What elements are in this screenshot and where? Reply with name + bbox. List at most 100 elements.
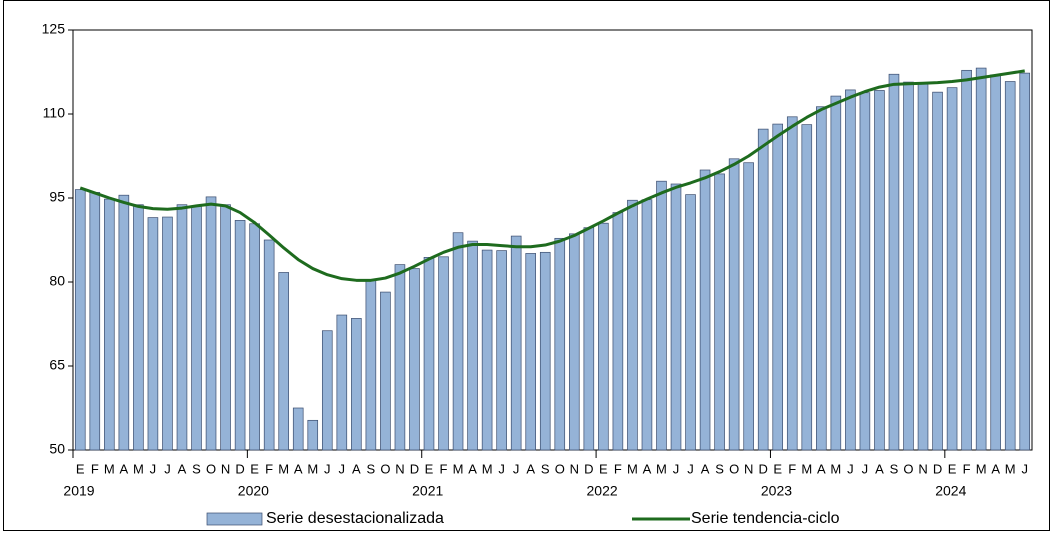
y-tick-label: 125 xyxy=(42,21,66,37)
plot-frame xyxy=(72,29,1033,451)
bar xyxy=(147,217,159,451)
bar xyxy=(612,212,624,451)
bar xyxy=(510,235,522,451)
bar xyxy=(496,250,507,451)
x-tick-label: N xyxy=(395,461,404,476)
x-tick-label: M xyxy=(453,461,464,476)
bar xyxy=(263,239,275,451)
x-tick-label: M xyxy=(976,461,987,476)
x-tick-label: S xyxy=(715,461,724,476)
x-tick-label: J xyxy=(498,461,505,476)
x-tick-label: M xyxy=(482,461,493,476)
x-tick-label: D xyxy=(584,461,593,476)
bar xyxy=(917,82,929,451)
x-tick-label: M xyxy=(830,461,841,476)
bar xyxy=(641,199,653,451)
bar xyxy=(452,232,464,451)
bar xyxy=(1004,81,1016,451)
x-tick-label: F xyxy=(440,461,448,476)
bar xyxy=(801,124,813,451)
bar xyxy=(162,216,173,451)
year-label: 2020 xyxy=(238,483,269,499)
bar xyxy=(757,128,769,451)
bar xyxy=(743,162,754,451)
bar xyxy=(292,407,304,451)
x-tick-label: E xyxy=(773,461,782,476)
year-label: 2019 xyxy=(63,483,94,499)
bar xyxy=(423,257,435,451)
bar xyxy=(220,204,231,451)
bar xyxy=(104,198,115,451)
bar xyxy=(656,180,667,451)
x-tick-label: M xyxy=(627,461,638,476)
bar xyxy=(234,220,246,451)
bar xyxy=(714,173,725,451)
bar xyxy=(351,318,362,451)
bar xyxy=(728,158,740,451)
x-tick-label: N xyxy=(744,461,753,476)
x-tick-label: F xyxy=(91,461,99,476)
x-tick-label: A xyxy=(526,461,535,476)
x-tick-label: S xyxy=(367,461,376,476)
x-tick-label: A xyxy=(643,461,652,476)
x-tick-label: F xyxy=(614,461,622,476)
bar xyxy=(1019,72,1031,451)
year-label: 2021 xyxy=(412,483,443,499)
bar xyxy=(685,194,696,451)
x-tick-label: E xyxy=(250,461,259,476)
x-tick-label: D xyxy=(410,461,419,476)
x-tick-label: J xyxy=(862,461,869,476)
y-tick-label: 65 xyxy=(49,357,65,373)
legend-label: Serie desestacionalizada xyxy=(266,510,444,527)
x-tick-label: J xyxy=(339,461,346,476)
year-label: 2023 xyxy=(761,483,792,499)
bar xyxy=(699,169,711,451)
x-tick-label: O xyxy=(206,461,216,476)
x-tick-label: J xyxy=(1021,461,1028,476)
bar xyxy=(307,419,319,451)
bar xyxy=(975,67,987,451)
bar xyxy=(467,240,478,451)
bar xyxy=(438,256,449,451)
bar xyxy=(554,237,566,451)
x-tick-label: N xyxy=(221,461,230,476)
bar xyxy=(365,279,377,451)
x-tick-label: E xyxy=(599,461,608,476)
bar xyxy=(627,199,638,451)
bar xyxy=(859,92,871,451)
x-tick-label: S xyxy=(192,461,201,476)
x-tick-label: A xyxy=(120,461,129,476)
bar xyxy=(990,74,1001,451)
x-tick-label: E xyxy=(948,461,957,476)
year-label: 2022 xyxy=(587,483,618,499)
bar xyxy=(932,91,943,451)
x-tick-label: J xyxy=(324,461,331,476)
bar xyxy=(336,314,348,451)
x-tick-label: O xyxy=(729,461,739,476)
x-tick-label: O xyxy=(380,461,390,476)
x-tick-label: A xyxy=(468,461,477,476)
x-tick-label: F xyxy=(265,461,273,476)
bar xyxy=(133,204,144,451)
bar xyxy=(583,227,595,451)
x-tick-label: F xyxy=(963,461,971,476)
x-tick-label: D xyxy=(933,461,942,476)
x-tick-label: J xyxy=(513,461,520,476)
bar xyxy=(786,116,798,451)
legend-swatch xyxy=(206,512,263,526)
x-tick-label: F xyxy=(788,461,796,476)
year-label: 2024 xyxy=(935,483,966,499)
legend-label: Serie tendencia-ciclo xyxy=(691,510,840,527)
bar xyxy=(409,268,420,451)
bar xyxy=(176,204,188,451)
x-tick-label: A xyxy=(991,461,1000,476)
bar xyxy=(539,251,551,451)
x-tick-label: E xyxy=(76,461,85,476)
bar xyxy=(888,73,900,451)
bar xyxy=(380,291,391,451)
bar xyxy=(845,89,856,451)
x-tick-label: S xyxy=(541,461,550,476)
bar xyxy=(321,330,333,451)
x-tick-label: A xyxy=(701,461,710,476)
